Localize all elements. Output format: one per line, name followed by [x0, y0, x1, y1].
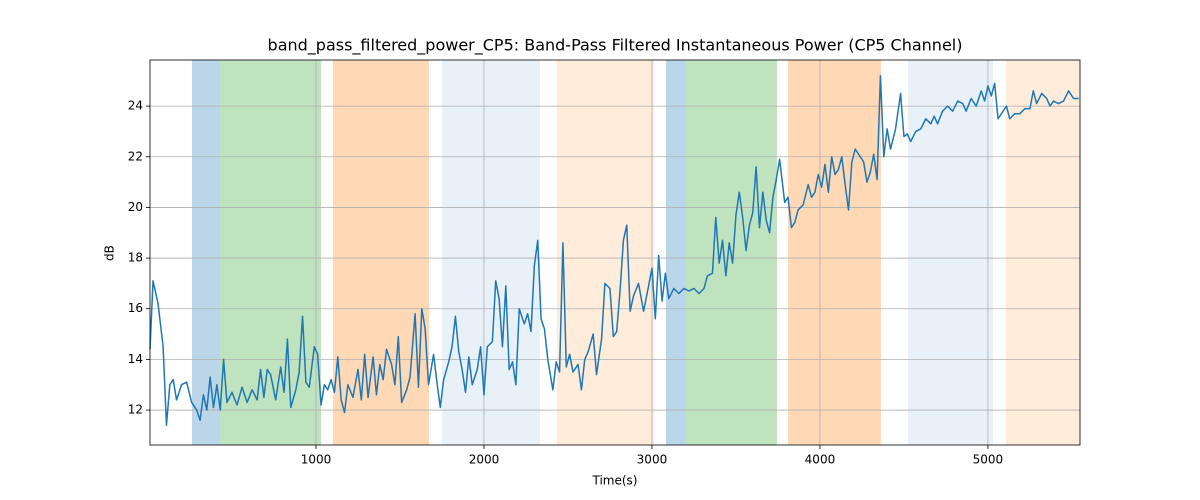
- shaded-span: [220, 60, 322, 445]
- plot-frame: [149, 59, 1081, 446]
- y-tick-label: 18: [128, 251, 143, 265]
- data-line: [149, 74, 1079, 426]
- y-tick-label: 20: [128, 200, 143, 214]
- y-tick-label: 14: [128, 352, 143, 366]
- chart-title: band_pass_filtered_power_CP5: Band-Pass …: [268, 36, 963, 56]
- y-tick-label: 22: [128, 149, 143, 163]
- x-tick-label: 2000: [469, 453, 500, 467]
- y-axis-label: dB: [103, 245, 117, 261]
- x-axis-label: Time(s): [592, 474, 638, 488]
- x-tick-label: 4000: [805, 453, 836, 467]
- x-tick-label: 3000: [637, 453, 668, 467]
- shaded-span: [441, 60, 540, 445]
- shaded-span: [907, 60, 993, 445]
- shaded-span: [788, 60, 881, 445]
- y-tick-label: 12: [128, 403, 143, 417]
- y-tick-label: 24: [128, 99, 143, 113]
- shaded-span: [332, 60, 430, 445]
- shaded-span: [665, 60, 686, 445]
- shaded-span: [1005, 60, 1080, 445]
- shaded-span: [191, 60, 221, 445]
- shaded-span: [556, 60, 654, 445]
- x-tick-label: 5000: [973, 453, 1004, 467]
- x-tick-label: 1000: [301, 453, 332, 467]
- y-tick-label: 16: [128, 301, 143, 315]
